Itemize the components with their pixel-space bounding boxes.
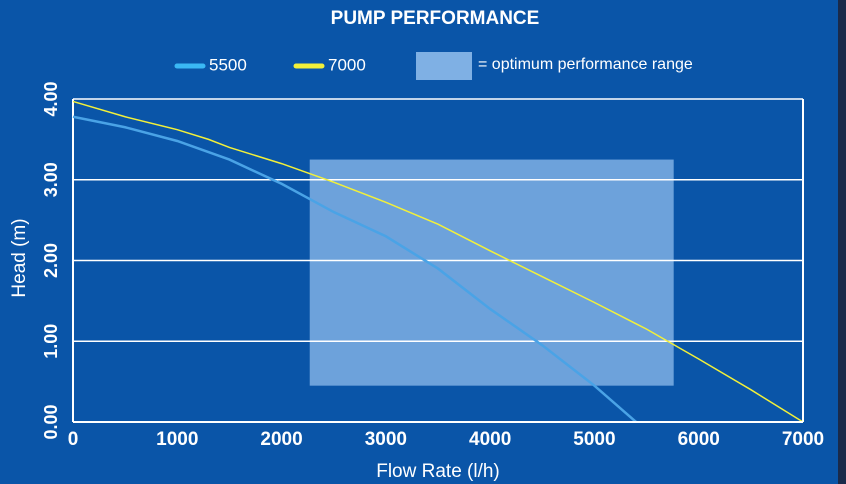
x-tick-label: 1000 xyxy=(156,429,198,450)
series-line xyxy=(72,100,804,423)
x-axis-label: Flow Rate (l/h) xyxy=(376,461,500,482)
y-tick-label: 3.00 xyxy=(41,162,61,197)
edge-strip xyxy=(838,0,846,484)
legend-range-label: = optimum performance range xyxy=(478,56,693,73)
x-tick-label: 2000 xyxy=(260,429,302,450)
chart-title: PUMP PERFORMANCE xyxy=(331,8,540,29)
legend-label: 5500 xyxy=(209,55,247,74)
x-tick-label: 6000 xyxy=(678,429,720,450)
x-tick-label: 4000 xyxy=(469,429,511,450)
y-tick-label: 1.00 xyxy=(41,324,61,359)
y-tick-label: 2.00 xyxy=(41,243,61,278)
x-tick-label: 7000 xyxy=(782,429,824,450)
x-tick-label: 5000 xyxy=(573,429,615,450)
x-tick-label: 3000 xyxy=(365,429,407,450)
legend-range-swatch xyxy=(416,52,472,80)
x-tick-label: 0 xyxy=(68,429,79,450)
legend-label: 7000 xyxy=(328,55,366,74)
optimum-range xyxy=(309,159,674,386)
y-axis-label: Head (m) xyxy=(9,218,30,297)
y-tick-label: 0.00 xyxy=(41,404,61,439)
y-tick-label: 4.00 xyxy=(41,81,61,116)
series-line xyxy=(72,115,637,423)
